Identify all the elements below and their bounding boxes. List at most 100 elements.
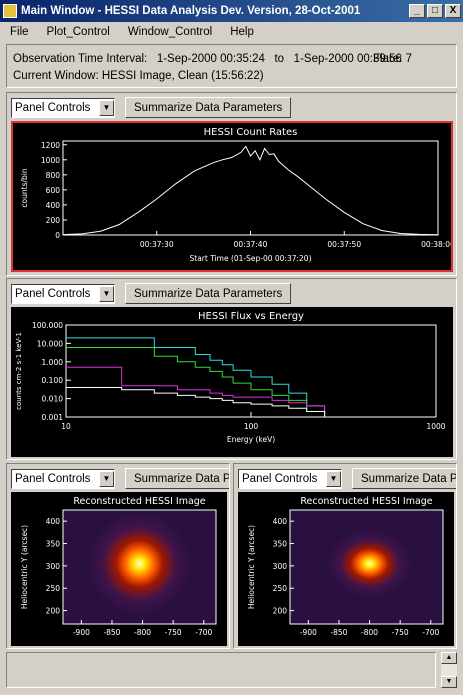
x-tick-label: 00:37:40 <box>234 240 268 249</box>
y-axis-label: Heliocentric Y (arcsec) <box>247 525 256 609</box>
y-axis-label: counts cm-2 s-1 keV-1 <box>15 332 23 410</box>
x-tick-label: -800 <box>134 628 151 637</box>
observation-interval-line: Observation Time Interval: 1-Sep-2000 00… <box>13 51 450 68</box>
menu-file[interactable]: File <box>10 25 29 38</box>
window-title: Main Window - HESSI Data Analysis Dev. V… <box>21 5 361 17</box>
summarize-data-button[interactable]: Summarize Data Pa <box>125 468 229 489</box>
menu-bar: File Plot_Control Window_Control Help <box>0 22 463 41</box>
scroll-track[interactable] <box>441 664 457 676</box>
close-button[interactable]: X <box>445 4 461 18</box>
y-tick-label: 400 <box>46 201 61 210</box>
maximize-button[interactable]: □ <box>427 4 443 18</box>
y-tick-label: 0.010 <box>42 395 64 404</box>
y-tick-label: 350 <box>46 540 61 549</box>
summarize-data-button[interactable]: Summarize Data Pa <box>352 468 456 489</box>
chevron-down-icon: ▼ <box>99 470 114 487</box>
x-tick-label: -750 <box>392 628 409 637</box>
y-tick-label: 1.000 <box>42 358 64 367</box>
arrow-up-icon[interactable]: ▲ <box>441 652 457 664</box>
y-tick-label: 0.100 <box>42 376 64 385</box>
plot-frame <box>289 509 444 625</box>
flux-series-3 <box>66 387 326 417</box>
y-tick-label: 350 <box>273 540 288 549</box>
panel-control-row: Panel Controls ▼ Summarize Data Pa <box>238 468 456 489</box>
count-rates-chart: HESSI Count Rates 0 200 400 600 800 1000 1200 00… <box>20 127 455 263</box>
minimize-button[interactable]: _ <box>409 4 425 18</box>
image-plot-left[interactable]: Reconstructed HESSI Image 200 250 300 350 400… <box>11 492 227 646</box>
y-tick-label: 400 <box>46 517 61 526</box>
panel-controls-dropdown[interactable]: Panel Controls ▼ <box>11 283 115 304</box>
flux-series-1 <box>66 347 326 417</box>
menu-help[interactable]: Help <box>230 25 254 38</box>
status-scrollbar[interactable]: ▲ ▼ <box>441 652 457 688</box>
title-bar: Main Window - HESSI Data Analysis Dev. V… <box>0 0 463 22</box>
current-window-label: Current Window: HESSI Image, Clean (15:5… <box>13 70 264 82</box>
menu-plot-control[interactable]: Plot_Control <box>46 25 110 38</box>
chart-title: Reconstructed HESSI Image <box>300 496 432 507</box>
panel-controls-dropdown[interactable]: Panel Controls ▼ <box>11 468 115 489</box>
panel-controls-dropdown[interactable]: Panel Controls ▼ <box>238 468 342 489</box>
flux-series-2 <box>66 366 326 417</box>
y-axis-label: Heliocentric Y (arcsec) <box>20 525 29 609</box>
observation-start: 1-Sep-2000 00:35:24 <box>156 53 265 65</box>
observation-to: to <box>274 53 285 65</box>
y-tick-label: 250 <box>46 584 61 593</box>
status-area[interactable] <box>6 652 436 688</box>
panel-count-rates: Panel Controls ▼ Summarize Data Paramete… <box>6 92 457 276</box>
x-tick-label: 1000 <box>426 422 445 431</box>
x-tick-label: -850 <box>330 628 347 637</box>
chevron-down-icon: ▼ <box>99 285 114 302</box>
x-tick-label: 00:37:30 <box>140 240 174 249</box>
x-tick-label: -800 <box>361 628 378 637</box>
menu-window-control[interactable]: Window_Control <box>127 25 213 38</box>
panel-controls-dropdown[interactable]: Panel Controls ▼ <box>11 97 115 118</box>
x-tick-label: -900 <box>73 628 90 637</box>
x-tick-label: 00:37:50 <box>327 240 361 249</box>
count-rate-series <box>62 145 439 236</box>
x-tick-label: 10 <box>61 422 71 431</box>
y-tick-label: 200 <box>273 607 288 616</box>
summarize-data-button[interactable]: Summarize Data Parameters <box>125 283 292 304</box>
y-axis-label: counts/bin <box>20 168 29 207</box>
panel-image-left: Panel Controls ▼ Summarize Data Pa Recon… <box>6 463 230 649</box>
x-tick-label: -700 <box>195 628 212 637</box>
app-icon <box>3 4 17 18</box>
y-tick-label: 250 <box>273 584 288 593</box>
arrow-down-icon[interactable]: ▼ <box>441 676 457 688</box>
x-tick-label: 00:38:00 <box>421 240 451 249</box>
y-tick-label: 0 <box>55 231 60 240</box>
x-tick-label: -750 <box>165 628 182 637</box>
panel-control-row: Panel Controls ▼ Summarize Data Pa <box>11 468 229 489</box>
panel-controls-value: Panel Controls <box>15 101 91 114</box>
y-tick-label: 400 <box>273 517 288 526</box>
x-tick-label: -700 <box>422 628 439 637</box>
image-plot-right[interactable]: Reconstructed HESSI Image 200 250 300 350 400… <box>238 492 454 646</box>
y-tick-label: 1000 <box>41 156 60 165</box>
flare-source <box>87 511 192 616</box>
y-tick-label: 1200 <box>41 141 60 150</box>
y-tick-label: 100.000 <box>32 321 63 330</box>
count-rates-plot[interactable]: HESSI Count Rates 0 200 400 600 800 1000 1200 00… <box>11 121 455 272</box>
y-tick-label: 200 <box>46 216 61 225</box>
panel-image-right: Panel Controls ▼ Summarize Data Pa Recon… <box>233 463 457 649</box>
y-tick-label: 0.001 <box>42 413 64 422</box>
summarize-data-button[interactable]: Summarize Data Parameters <box>125 97 292 118</box>
observation-info: Observation Time Interval: 1-Sep-2000 00… <box>6 44 457 88</box>
flux-energy-chart: HESSI Flux vs Energy 0.001 0.010 0.100 1.000… <box>15 311 446 444</box>
reconstructed-image-chart: Reconstructed HESSI Image 200 250 300 350 400… <box>20 496 217 637</box>
flux-energy-plot[interactable]: HESSI Flux vs Energy 0.001 0.010 0.100 1.000… <box>11 307 453 457</box>
plot-frame <box>62 509 217 625</box>
x-axis-label: Energy (keV) <box>227 435 275 444</box>
x-tick-label: 100 <box>244 422 259 431</box>
panel-control-row: Panel Controls ▼ Summarize Data Paramete… <box>11 283 292 304</box>
flare-source <box>327 529 412 598</box>
flare-label: Flare: 7 <box>373 53 412 65</box>
y-tick-label: 300 <box>273 562 288 571</box>
chart-title: HESSI Flux vs Energy <box>198 311 304 322</box>
reconstructed-image-chart: Reconstructed HESSI Image 200 250 300 350 400… <box>247 496 444 637</box>
y-tick-label: 800 <box>46 171 61 180</box>
chevron-down-icon: ▼ <box>326 470 341 487</box>
x-tick-label: -900 <box>300 628 317 637</box>
observation-label: Observation Time Interval: <box>13 53 148 65</box>
x-axis-label: Start Time (01-Sep-00 00:37:20) <box>190 254 312 263</box>
